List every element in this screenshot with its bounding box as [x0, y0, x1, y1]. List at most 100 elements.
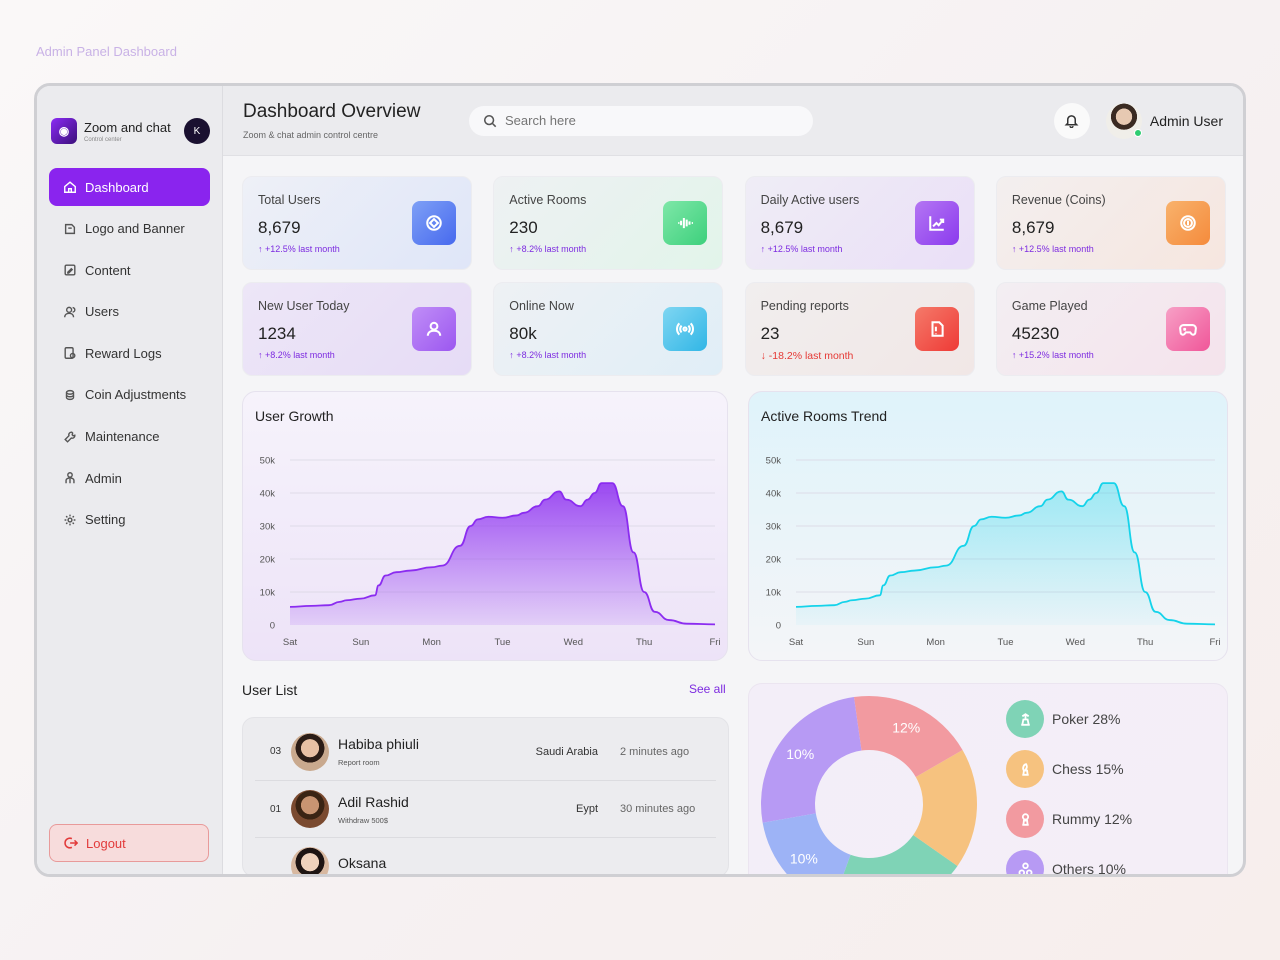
user-growth-chart: 0 10k 20k 30k 40k 50k Sat Sun Mon Tue Wed Thu Fri — [260, 456, 721, 649]
y-tick-label: 20k — [260, 555, 276, 566]
stat-icon-tile — [663, 307, 708, 351]
sidebar-item-coin-adjustments[interactable]: Coin Adjustments — [49, 376, 210, 414]
stat-icon-tile — [914, 307, 959, 351]
pie-slice[interactable] — [762, 813, 851, 877]
legend-icon-tile — [1006, 800, 1044, 838]
stat-trend-text: +12.5% last month — [265, 244, 340, 254]
poker-icon — [1020, 712, 1030, 726]
user-avatar[interactable] — [1105, 102, 1142, 139]
top-bar: Dashboard Overview Zoom & chat admin con… — [223, 86, 1243, 156]
target-icon — [426, 215, 442, 231]
gamepad-icon — [1179, 324, 1197, 336]
sidebar-item-setting[interactable]: Setting — [49, 501, 210, 539]
logout-button[interactable]: Logout — [49, 824, 209, 862]
stat-trend: ↑ +12.5% last month — [258, 244, 456, 254]
y-tick-label: 30k — [766, 522, 782, 533]
sidebar-item-logo-and-banner[interactable]: Logo and Banner — [49, 210, 210, 248]
y-tick-label: 50k — [766, 456, 782, 467]
stat-trend: ↑ +8.2% last month — [258, 350, 456, 360]
wrench-icon — [64, 431, 76, 443]
x-tick-label: Thu — [636, 637, 652, 648]
avatar — [291, 732, 329, 771]
slice-label: 10% — [786, 746, 814, 762]
legend-item-chess: Chess 15% — [1006, 750, 1124, 788]
sidebar-item-reward-logs[interactable]: Reward Logs — [49, 334, 210, 372]
table-row[interactable]: Oksana — [255, 837, 716, 874]
legend-item-poker: Poker 28% — [1006, 700, 1120, 738]
sidebar-item-maintenance[interactable]: Maintenance — [49, 418, 210, 456]
legend-icon-tile — [1006, 750, 1044, 788]
y-tick-label: 50k — [260, 456, 276, 467]
sidebar-item-dashboard[interactable]: Dashboard — [49, 168, 210, 206]
legend-item-others: Others 10% — [1006, 850, 1126, 877]
stat-card-game-played[interactable]: Game Played 45230 ↑ +15.2% last month — [995, 282, 1226, 376]
y-tick-label: 10k — [766, 588, 782, 599]
y-tick-label: 30k — [260, 522, 276, 533]
stat-card-revenue-coins[interactable]: Revenue (Coins) 8,679 ↑ +12.5% last month — [995, 176, 1226, 270]
stat-icon-tile — [1165, 307, 1210, 351]
main-area: Dashboard Overview Zoom & chat admin con… — [223, 86, 1243, 874]
table-row[interactable]: 01 Adil Rashid Withdraw 500$ Eypt 30 minutes… — [255, 780, 716, 837]
x-tick-label: Fri — [709, 637, 720, 648]
user-growth-title: User Growth — [255, 408, 334, 424]
page-subtitle: Zoom & chat admin control centre — [243, 130, 379, 140]
series-area — [290, 483, 715, 625]
coin-icon — [1180, 215, 1196, 231]
legend-icon-tile — [1006, 850, 1044, 874]
sidebar-item-label: Coin Adjustments — [85, 387, 187, 403]
pie-slice[interactable] — [853, 696, 963, 777]
notification-button[interactable] — [1053, 102, 1090, 139]
stat-icon-tile — [1165, 201, 1210, 245]
sidebar-item-content[interactable]: Content — [49, 251, 210, 289]
user-list: 03 Habiba phiuli Report room Saudi Arabia 2 … — [242, 717, 729, 874]
user-country: Saudi Arabia — [535, 745, 598, 758]
stat-card-new-user-today[interactable]: New User Today 1234 ↑ +8.2% last month — [242, 282, 472, 376]
y-tick-label: 40k — [260, 489, 276, 500]
x-tick-label: Sun — [352, 637, 369, 648]
legend-label: Rummy 12% — [1052, 811, 1133, 827]
stat-value: 1234 — [258, 324, 296, 343]
series-area — [796, 483, 1215, 625]
pie-slice[interactable] — [832, 834, 958, 877]
pie-slice[interactable] — [913, 750, 977, 866]
stat-value: 8,679 — [760, 218, 804, 237]
search-bar[interactable] — [469, 105, 813, 136]
reward-icon — [64, 347, 76, 360]
stat-trend-text: +8.2% last month — [516, 350, 587, 360]
stat-trend-text: +12.5% last month — [1018, 244, 1094, 254]
sidebar-item-users[interactable]: Users — [49, 293, 210, 331]
see-all-link[interactable]: See all — [689, 682, 726, 696]
stat-value: 8,679 — [1011, 218, 1055, 237]
x-tick-label: Sat — [789, 637, 804, 648]
gear-icon — [64, 514, 76, 526]
sidebar-item-label: Content — [85, 262, 131, 278]
stat-label: New User Today — [258, 299, 350, 313]
legend-label: Others 10% — [1052, 861, 1126, 877]
table-row[interactable]: 03 Habiba phiuli Report room Saudi Arabia 2 … — [255, 723, 716, 780]
games-distribution-panel: 28% 12% 10% 10% Poker 28% Chess 15% Rummy 12%… — [748, 683, 1228, 877]
active-rooms-panel: 0 10k 20k 30k 40k 50k Sat Sun Mon Tue Wed Thu Fri Ac… — [748, 391, 1228, 661]
brand-logo-icon: ◉ — [51, 118, 77, 144]
y-tick-label: 10k — [260, 588, 276, 599]
stat-value: 23 — [760, 324, 780, 343]
user-name[interactable]: Admin User — [1149, 112, 1223, 129]
stat-card-online-now[interactable]: Online Now 80k ↑ +8.2% last month — [493, 282, 724, 376]
search-input[interactable] — [505, 113, 785, 128]
last-active-time: 2 minutes ago — [620, 745, 690, 758]
sidebar-item-label: Reward Logs — [85, 345, 162, 361]
stat-trend: ↑ +8.2% last month — [509, 244, 707, 254]
stat-trend-text: -18.2% last month — [768, 350, 854, 362]
trend-arrow-icon: ↑ — [509, 244, 514, 254]
sidebar-item-admin[interactable]: Admin — [49, 459, 210, 497]
sidebar: ◉ Zoom and chat Control center K Dashboa… — [37, 86, 223, 874]
stat-card-active-rooms[interactable]: Active Rooms 230 ↑ +8.2% last month — [493, 176, 724, 270]
user-activity-note: Withdraw 500$ — [338, 815, 389, 825]
user-name: Adil Rashid — [338, 793, 409, 810]
stat-card-daily-active-users[interactable]: Daily Active users 8,679 ↑ +12.5% last mon… — [744, 176, 975, 270]
search-icon — [483, 114, 497, 127]
stat-card-pending-reports[interactable]: Pending reports 23 ↓ -18.2% last month — [744, 282, 975, 376]
stat-trend-text: +8.2% last month — [265, 350, 335, 360]
stat-card-total-users[interactable]: Total Users 8,679 ↑ +12.5% last month — [242, 176, 472, 270]
collapse-sidebar-button[interactable]: K — [184, 118, 210, 144]
pie-slice[interactable] — [761, 697, 862, 823]
